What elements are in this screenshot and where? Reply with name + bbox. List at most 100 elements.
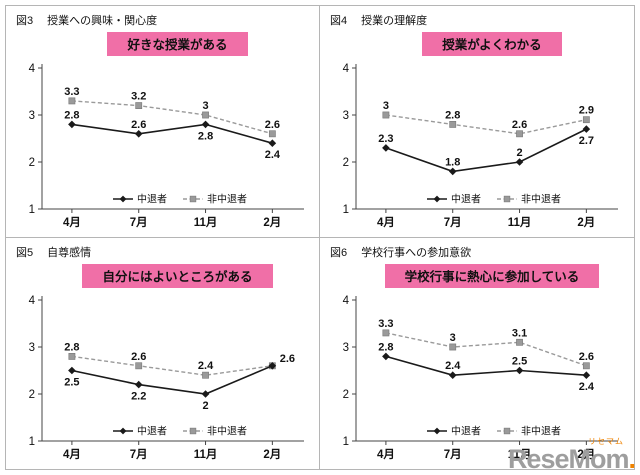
svg-text:4月: 4月 [63, 216, 81, 229]
svg-text:3.3: 3.3 [378, 317, 393, 329]
svg-text:非中退者: 非中退者 [207, 193, 247, 206]
svg-text:2.5: 2.5 [64, 376, 79, 388]
svg-text:3: 3 [29, 342, 35, 354]
svg-text:2.4: 2.4 [198, 360, 214, 372]
svg-text:4月: 4月 [377, 216, 395, 229]
svg-text:3.3: 3.3 [64, 86, 79, 98]
svg-text:2.8: 2.8 [198, 130, 213, 142]
figure-number: 図3 [16, 15, 34, 27]
svg-text:7月: 7月 [444, 216, 462, 229]
svg-text:2.8: 2.8 [378, 341, 393, 353]
svg-text:3: 3 [343, 110, 349, 122]
watermark-logo-dot: . [628, 444, 636, 474]
svg-text:3: 3 [202, 100, 208, 112]
svg-text:7月: 7月 [444, 448, 462, 461]
figure-title: 授業の理解度 [361, 15, 428, 27]
svg-text:中退者: 中退者 [451, 424, 481, 437]
svg-text:1: 1 [29, 436, 35, 448]
chart-title-row: 学校行事に熱心に参加している [356, 263, 628, 288]
svg-text:中退者: 中退者 [137, 193, 167, 206]
svg-text:2月: 2月 [263, 216, 281, 229]
svg-text:2.4: 2.4 [265, 149, 281, 161]
chart-title-row: 授業がよくわかる [356, 32, 628, 56]
figure-caption: 図3 授業への興味・関心度 [16, 12, 313, 27]
svg-text:3.2: 3.2 [131, 91, 146, 103]
svg-text:1.8: 1.8 [445, 156, 460, 168]
svg-text:2: 2 [202, 400, 208, 412]
svg-text:2.8: 2.8 [64, 341, 79, 353]
svg-text:2月: 2月 [577, 216, 595, 229]
svg-text:2.6: 2.6 [579, 350, 594, 362]
svg-text:3.1: 3.1 [512, 327, 527, 339]
resemom-watermark: リセマム ReseMom. [508, 438, 636, 473]
svg-text:11月: 11月 [508, 216, 532, 229]
svg-text:1: 1 [343, 436, 349, 448]
svg-text:2.3: 2.3 [378, 133, 393, 145]
figure-title: 学校行事への参加意欲 [361, 246, 472, 259]
chart-panel-fig5: 図5 自尊感情 自分にはよいところがある 4 3 2 1 4月 7月 11月 2月 2.5 2.2 2… [6, 237, 320, 469]
line-chart: 4 3 2 1 4月 7月 11月 2月 2.3 1.8 2 2.7 3 2.8 2.6 2.9 中退者 非中退者 [343, 63, 618, 229]
svg-text:非中退者: 非中退者 [521, 424, 561, 437]
svg-text:2.6: 2.6 [512, 119, 527, 131]
chart-title-row: 好きな授業がある [42, 32, 313, 56]
svg-text:2.6: 2.6 [280, 352, 295, 364]
figure-number: 図5 [16, 246, 34, 259]
watermark-logo-text: ReseMom [507, 444, 630, 474]
svg-text:11月: 11月 [194, 216, 218, 229]
chart-title: 学校行事に熱心に参加している [384, 263, 600, 288]
svg-text:2: 2 [516, 147, 522, 159]
svg-text:2月: 2月 [263, 448, 281, 461]
chart-title-row: 自分にはよいところがある [42, 263, 313, 288]
line-chart: 4 3 2 1 4月 7月 11月 2月 2.5 2.2 2 2.6 2.8 2.6 2.4 中退者 非中退者 [29, 295, 304, 461]
svg-text:非中退者: 非中退者 [521, 193, 561, 206]
chart-panel-fig4: 図4 授業の理解度 授業がよくわかる 4 3 2 1 4月 7月 11月 2月 2.3 1.8 2 2.… [320, 6, 634, 238]
svg-text:4: 4 [343, 295, 350, 307]
svg-text:2.6: 2.6 [265, 119, 280, 131]
svg-text:2.9: 2.9 [579, 105, 594, 117]
svg-text:3: 3 [29, 110, 35, 122]
svg-text:7月: 7月 [130, 216, 148, 229]
svg-text:2: 2 [343, 157, 349, 169]
watermark-katakana: リセマム [588, 437, 624, 446]
svg-text:4: 4 [29, 295, 36, 307]
svg-text:4: 4 [343, 63, 350, 75]
chart-panel-fig6: 図6 学校行事への参加意欲 学校行事に熱心に参加している 4 3 2 1 4月 7月 11月 2… [320, 237, 634, 469]
chart-title: 好きな授業がある [107, 32, 248, 56]
chart-title: 授業がよくわかる [422, 32, 562, 56]
svg-text:2月: 2月 [577, 448, 595, 461]
line-chart: 4 3 2 1 4月 7月 11月 2月 2.8 2.6 2.8 2.4 3.3 3.2 3 2.6 中退者 非中… [29, 63, 304, 229]
svg-text:2.7: 2.7 [579, 135, 594, 147]
svg-text:2.8: 2.8 [64, 109, 79, 121]
svg-text:2.6: 2.6 [131, 119, 146, 131]
svg-text:2.6: 2.6 [131, 350, 146, 362]
svg-text:2.2: 2.2 [131, 390, 146, 402]
line-chart: 4 3 2 1 4月 7月 11月 2月 2.8 2.4 2.5 2.4 3.3 3 3.1 2.6 中退者 非中… [343, 295, 618, 461]
figure-caption: 図5 自尊感情 [16, 244, 313, 259]
figure-title: 授業への興味・関心度 [47, 15, 158, 27]
svg-text:2.8: 2.8 [445, 109, 460, 121]
svg-text:中退者: 中退者 [451, 193, 481, 206]
chart-grid: 図3 授業への興味・関心度 好きな授業がある 4 3 2 1 4月 7月 11月 2月 2.8 2.… [5, 5, 635, 470]
svg-text:4: 4 [29, 63, 36, 75]
svg-text:1: 1 [29, 204, 35, 216]
svg-text:2: 2 [29, 157, 35, 169]
svg-text:2.4: 2.4 [579, 381, 595, 393]
svg-text:4月: 4月 [377, 448, 395, 461]
svg-text:4月: 4月 [63, 448, 81, 461]
svg-text:2.5: 2.5 [512, 355, 527, 367]
svg-text:非中退者: 非中退者 [207, 424, 247, 437]
svg-text:2: 2 [343, 389, 349, 401]
svg-text:1: 1 [343, 204, 349, 216]
svg-text:2: 2 [29, 389, 35, 401]
svg-text:7月: 7月 [130, 448, 148, 461]
figure-caption: 図4 授業の理解度 [330, 12, 628, 27]
chart-title: 自分にはよいところがある [82, 263, 273, 288]
figure-title: 自尊感情 [47, 246, 92, 259]
svg-text:3: 3 [450, 332, 456, 344]
svg-text:3: 3 [343, 342, 349, 354]
svg-text:11月: 11月 [508, 448, 532, 461]
svg-text:2.4: 2.4 [445, 360, 461, 372]
svg-text:11月: 11月 [194, 448, 218, 461]
figure-caption: 図6 学校行事への参加意欲 [330, 244, 628, 259]
